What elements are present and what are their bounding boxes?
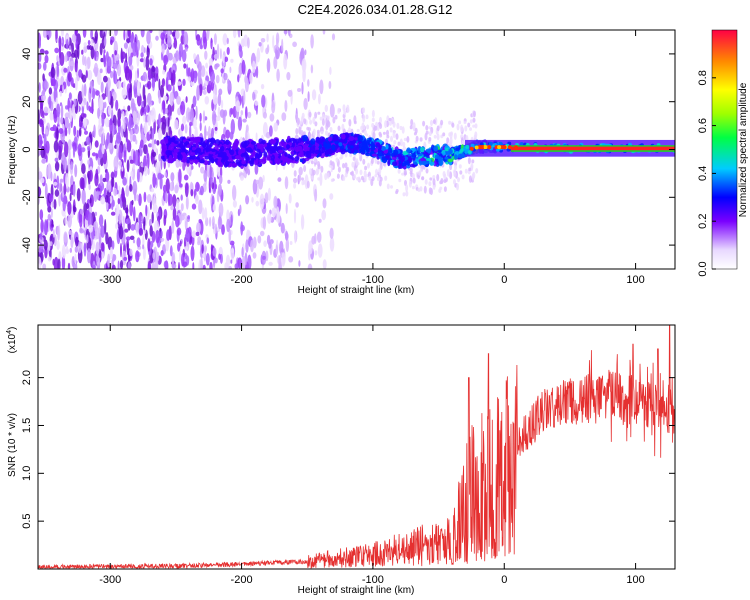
colorbar-tick-label: 0.8 <box>697 70 709 85</box>
spectrogram-y-tick-label: -20 <box>21 189 33 205</box>
spectrogram-y-tick-label: -40 <box>21 237 33 253</box>
spectrogram-x-tick-label: 0 <box>501 274 507 286</box>
colorbar-tick-label: 0.2 <box>697 214 709 229</box>
spectrogram-x-tick-label: 100 <box>626 274 644 286</box>
snr-y-tick-label: 1.5 <box>21 418 33 433</box>
snr-x-label: Height of straight line (km) <box>298 585 415 596</box>
colorbar-tick-label: 0.6 <box>697 118 709 133</box>
snr-y-tick-label: 2.0 <box>21 370 33 385</box>
snr-x-tick-label: -200 <box>231 574 253 586</box>
snr-frame <box>37 324 676 570</box>
spectrogram-x-tick-label: -300 <box>99 274 121 286</box>
spectrogram-y-tick-label: 20 <box>21 96 33 108</box>
snr-scale-label: (x104) <box>6 327 18 354</box>
spectrogram-y-tick-label: 0 <box>21 146 33 152</box>
snr-x-tick-label: -300 <box>99 574 121 586</box>
spectrogram-y-tick-label: 40 <box>21 48 33 60</box>
spectrogram-x-label: Height of straight line (km) <box>298 285 415 296</box>
spectrogram-y-label: Frequency (Hz) <box>7 116 18 185</box>
snr-series-line <box>38 325 675 569</box>
colorbar <box>711 29 738 270</box>
snr-x-tick-label: -100 <box>362 574 384 586</box>
snr-y-tick-label: 1.0 <box>21 466 33 481</box>
spectrogram-x-tick-label: -100 <box>362 274 384 286</box>
snr-x-tick-label: 100 <box>626 574 644 586</box>
snr-y-tick-label: 0.5 <box>21 514 33 529</box>
snr-y-label: SNR (10 * v/v) <box>7 413 18 477</box>
snr-x-tick-label: 0 <box>501 574 507 586</box>
colorbar-tick-label: 0.4 <box>697 166 709 181</box>
chart-title: C2E4.2026.034.01.28.G12 <box>297 2 453 17</box>
spectrogram-x-tick-label: -200 <box>231 274 253 286</box>
svg-text:(x104): (x104) <box>6 327 18 354</box>
colorbar-label: Normalized spectral amplitude <box>738 82 749 217</box>
colorbar-tick-label: 0.0 <box>697 261 709 276</box>
